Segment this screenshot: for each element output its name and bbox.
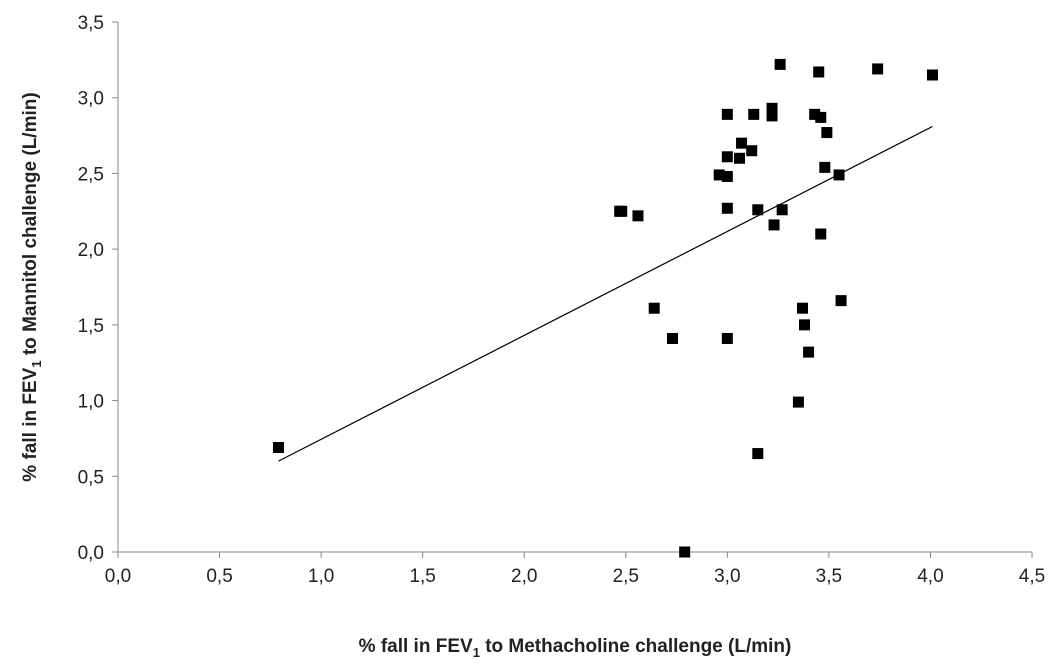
axis-ticks: 0,0 0,5 1,0 1,5 2,0 2,5 3,0 3,5 4,0 4,5 0,0 0,5 1,0 1… xyxy=(78,13,1046,587)
data-point xyxy=(721,170,733,182)
data-point xyxy=(872,63,884,75)
data-point xyxy=(835,295,847,307)
y-tick-label: 1,0 xyxy=(78,392,104,413)
x-tick-label: 4,0 xyxy=(917,566,943,587)
data-point xyxy=(813,66,825,78)
data-point xyxy=(926,69,938,81)
data-point xyxy=(666,332,678,344)
y-tick-label: 0,5 xyxy=(78,467,104,488)
data-point xyxy=(632,210,644,222)
y-axis-title: % fall in FEV1 to Mannitol challenge (L/… xyxy=(20,92,44,481)
x-tick-label: 1,5 xyxy=(409,566,435,587)
data-point xyxy=(752,448,764,460)
data-point xyxy=(776,204,788,216)
data-point xyxy=(815,228,827,240)
data-point xyxy=(766,102,778,114)
data-point xyxy=(796,302,808,314)
data-point xyxy=(774,58,786,70)
data-point xyxy=(713,169,725,181)
data-point xyxy=(803,346,815,358)
data-point xyxy=(809,108,821,120)
x-tick-label: 0,0 xyxy=(105,566,131,587)
y-tick-label: 1,5 xyxy=(78,316,104,337)
data-point xyxy=(746,145,758,157)
y-tick-label: 2,0 xyxy=(78,240,104,261)
y-tick-label: 3,0 xyxy=(78,89,104,110)
y-tick-label: 3,5 xyxy=(78,13,104,34)
trendline-group xyxy=(278,125,933,462)
data-point xyxy=(792,396,804,408)
x-tick-label: 1,0 xyxy=(308,566,334,587)
trendline xyxy=(278,125,933,462)
data-point xyxy=(616,205,628,217)
data-point xyxy=(821,127,833,139)
x-tick-label: 3,5 xyxy=(816,566,842,587)
x-tick-label: 3,0 xyxy=(714,566,740,587)
x-tick-label: 2,5 xyxy=(613,566,639,587)
data-point xyxy=(721,202,733,214)
data-point xyxy=(819,161,831,173)
data-point xyxy=(679,546,691,558)
x-tick-label: 2,0 xyxy=(511,566,537,587)
x-axis-title: % fall in FEV1 to Methacholine challenge… xyxy=(359,636,792,660)
data-point xyxy=(766,110,778,122)
data-point xyxy=(815,111,827,123)
data-point xyxy=(734,152,746,164)
data-point xyxy=(272,442,284,454)
data-points xyxy=(272,58,938,558)
data-point xyxy=(736,137,748,149)
data-point xyxy=(833,169,845,181)
data-point xyxy=(721,108,733,120)
data-point xyxy=(748,108,760,120)
y-tick-label: 0,0 xyxy=(78,543,104,564)
axes xyxy=(117,22,1032,553)
x-tick-label: 4,5 xyxy=(1019,566,1045,587)
data-point xyxy=(768,219,780,231)
data-point xyxy=(648,302,660,314)
data-point xyxy=(721,332,733,344)
x-tick-label: 0,5 xyxy=(206,566,232,587)
y-tick-label: 2,5 xyxy=(78,164,104,185)
data-point xyxy=(752,204,764,216)
data-point xyxy=(721,151,733,163)
data-point xyxy=(799,319,811,331)
